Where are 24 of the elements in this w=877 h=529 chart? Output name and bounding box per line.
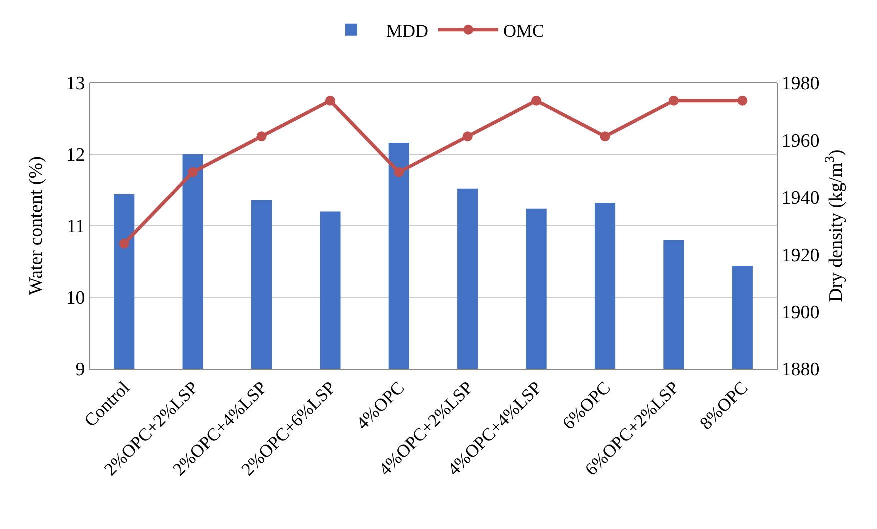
point [668, 96, 679, 106]
point [394, 167, 404, 178]
y2-tick-label: 1900 [782, 302, 820, 324]
y-tick-label: 9 [76, 360, 86, 381]
y-tick-label: 13 [66, 74, 86, 95]
point [738, 96, 748, 106]
y2-tick-label: 1940 [782, 188, 820, 210]
y2-tick-label: 1920 [782, 245, 820, 266]
legend-label: MDD [386, 20, 429, 41]
y-tick-label: 12 [66, 145, 86, 166]
point [256, 132, 267, 142]
y2-tick-label: 1880 [782, 360, 820, 381]
y2-tick-label: 1980 [782, 74, 820, 95]
y-tick-label: 11 [66, 216, 86, 238]
y-axis-title: Water content (%) [26, 156, 47, 296]
y-tick-label: 10 [66, 288, 86, 310]
point [188, 167, 198, 178]
point [532, 96, 542, 106]
point [462, 132, 473, 142]
point [119, 238, 130, 249]
y2-tick-label: 1960 [782, 130, 820, 152]
legend-label: OMC [504, 20, 545, 41]
point [325, 96, 336, 106]
point [600, 132, 610, 142]
